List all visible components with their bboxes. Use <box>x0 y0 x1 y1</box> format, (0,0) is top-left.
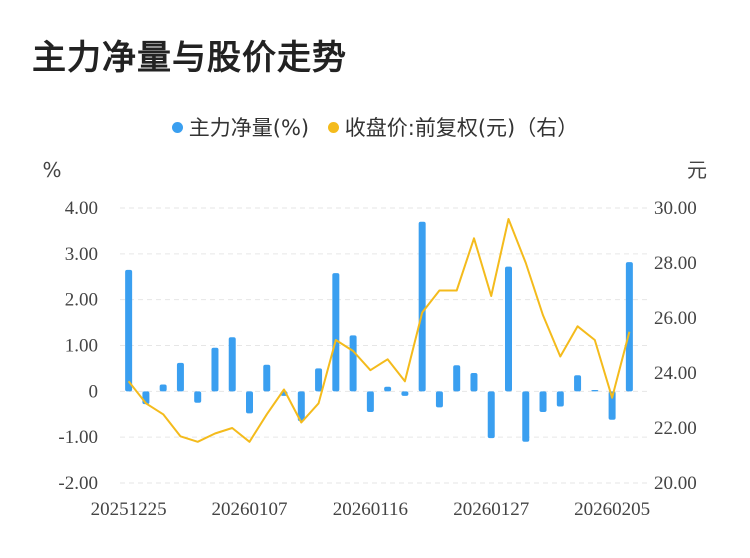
bar[interactable] <box>176 362 184 392</box>
bar[interactable] <box>591 389 599 392</box>
right-tick-label: 26.00 <box>654 308 697 329</box>
left-axis-unit: % <box>42 158 61 182</box>
bar[interactable] <box>228 337 236 392</box>
bar[interactable] <box>159 384 167 392</box>
bar[interactable] <box>470 373 478 392</box>
bar[interactable] <box>505 266 512 392</box>
left-axis: 4.00 3.00 2.00 1.00 0 -1.00 -2.00 <box>58 198 98 494</box>
bar[interactable] <box>315 368 323 392</box>
bar[interactable] <box>487 391 495 439</box>
chart-title: 主力净量与股价走势 <box>32 38 347 78</box>
bar[interactable] <box>332 273 340 392</box>
left-tick-label: 4.00 <box>65 198 98 219</box>
bar[interactable] <box>522 391 530 442</box>
bar[interactable] <box>194 391 202 403</box>
bar[interactable] <box>556 391 564 407</box>
legend-dot-icon <box>327 121 339 133</box>
bar[interactable] <box>366 391 374 412</box>
right-tick-label: 30.00 <box>654 198 697 219</box>
bar-series <box>125 221 633 442</box>
bar[interactable] <box>297 391 305 422</box>
bar[interactable] <box>246 391 253 414</box>
bar[interactable] <box>608 391 616 420</box>
line-series <box>127 218 631 443</box>
bar[interactable] <box>574 375 582 392</box>
left-tick-label: 1.00 <box>65 336 98 357</box>
left-tick-label: 2.00 <box>65 290 98 311</box>
bar[interactable] <box>539 391 547 412</box>
bar[interactable] <box>401 391 409 396</box>
right-tick-label: 24.00 <box>654 363 697 384</box>
left-tick-label: 0 <box>89 381 99 402</box>
x-tick-label: 20260127 <box>453 499 529 520</box>
right-axis: 30.00 28.00 26.00 24.00 22.00 20.00 <box>654 198 697 494</box>
legend-label: 收盘价:前复权(元)（右） <box>344 116 579 140</box>
x-tick-label: 20251225 <box>91 499 167 520</box>
bar[interactable] <box>435 391 443 408</box>
bar[interactable] <box>453 365 461 392</box>
legend-item-net-volume[interactable]: 主力净量(%) <box>171 112 310 142</box>
x-tick-label: 20260107 <box>212 499 288 520</box>
bar[interactable] <box>211 347 219 392</box>
bar[interactable] <box>125 269 133 392</box>
left-tick-label: 3.00 <box>65 244 98 265</box>
bar[interactable] <box>384 386 392 392</box>
right-tick-label: 28.00 <box>654 253 697 274</box>
legend-dot-icon <box>171 121 183 133</box>
bar[interactable] <box>625 262 633 392</box>
left-tick-label: -1.00 <box>58 427 98 448</box>
x-tick-label: 20260116 <box>333 499 408 520</box>
right-tick-label: 20.00 <box>654 473 697 494</box>
x-tick-label: 20260205 <box>574 499 650 520</box>
grid-lines <box>120 207 648 484</box>
left-tick-label: -2.00 <box>58 473 98 494</box>
bar[interactable] <box>349 335 357 392</box>
legend-item-close-price[interactable]: 收盘价:前复权(元)（右） <box>327 112 579 142</box>
legend-label: 主力净量(%) <box>188 116 310 140</box>
x-axis: 20251225 20260107 20260116 20260127 20260205 <box>91 499 650 520</box>
right-tick-label: 22.00 <box>654 418 697 439</box>
close-price-line[interactable] <box>127 218 631 443</box>
right-axis-unit: 元 <box>687 158 707 182</box>
bar[interactable] <box>418 221 426 392</box>
bar[interactable] <box>263 364 271 392</box>
legend: 主力净量(%) 收盘价:前复权(元)（右） <box>0 112 750 142</box>
